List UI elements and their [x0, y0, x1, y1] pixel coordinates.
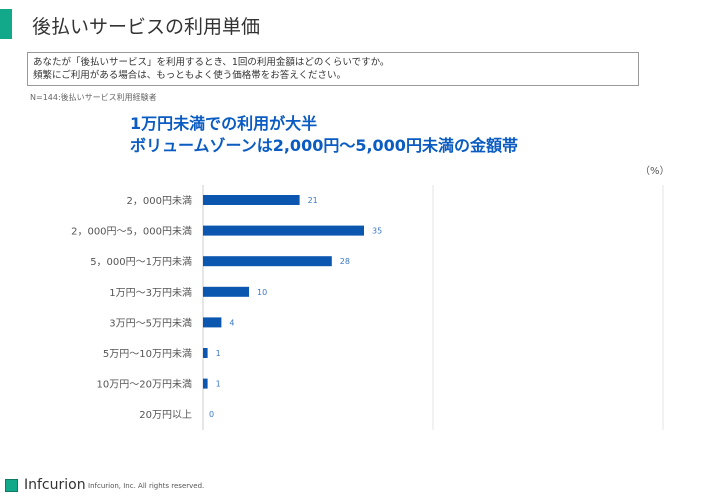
data-label: 35 — [372, 227, 382, 236]
data-label: 1 — [216, 349, 221, 358]
question-line-1: あなたが「後払いサービス」を利用するとき、1回の利用金額はどのくらいですか。 — [33, 57, 390, 68]
page-title: 後払いサービスの利用単価 — [32, 16, 261, 38]
category-label: 5，000円～1万円未満 — [90, 256, 192, 268]
bar — [203, 317, 222, 328]
logo-icon — [5, 479, 18, 492]
category-label: 20万円以上 — [139, 409, 192, 421]
data-label: 1 — [216, 380, 221, 389]
category-label: 2，000円～5，000円未満 — [71, 226, 192, 238]
sample-note: N=144:後払いサービス利用経験者 — [30, 93, 157, 102]
category-label: 10万円～20万円未満 — [97, 379, 192, 391]
bar — [203, 256, 332, 267]
data-label: 21 — [308, 196, 318, 205]
category-label: 1万円～3万円未満 — [109, 287, 192, 299]
data-label: 10 — [257, 288, 267, 297]
category-label: 3万円～5万円未満 — [109, 317, 192, 329]
bar — [203, 348, 208, 358]
data-label: 28 — [340, 257, 350, 266]
logo-text: Infcurion — [24, 477, 86, 493]
headline: 1万円未満での利用が大半 ボリュームゾーンは2,000円～5,000円未満の金額… — [130, 113, 518, 157]
bar — [203, 225, 364, 236]
category-label: 5万円～10万円未満 — [103, 348, 192, 360]
bar — [203, 195, 300, 205]
question-box: あなたが「後払いサービス」を利用するとき、1回の利用金額はどのくらいですか。 頻… — [27, 52, 639, 86]
question-line-2: 頻繁にご利用がある場合は、もっともよく使う価格帯をお答えください。 — [33, 70, 347, 81]
title-accent-bar — [0, 9, 12, 39]
headline-line-1: 1万円未満での利用が大半 — [130, 114, 318, 133]
data-label: 0 — [209, 410, 214, 419]
bar — [203, 286, 249, 297]
copyright: Infcurion, Inc. All rights reserved. — [88, 482, 205, 490]
unit-label: （%） — [640, 166, 670, 177]
data-label: 4 — [229, 318, 234, 327]
category-label: 2，000円未満 — [127, 195, 192, 207]
bar — [203, 378, 208, 389]
headline-line-2: ボリュームゾーンは2,000円～5,000円未満の金額帯 — [130, 136, 518, 155]
